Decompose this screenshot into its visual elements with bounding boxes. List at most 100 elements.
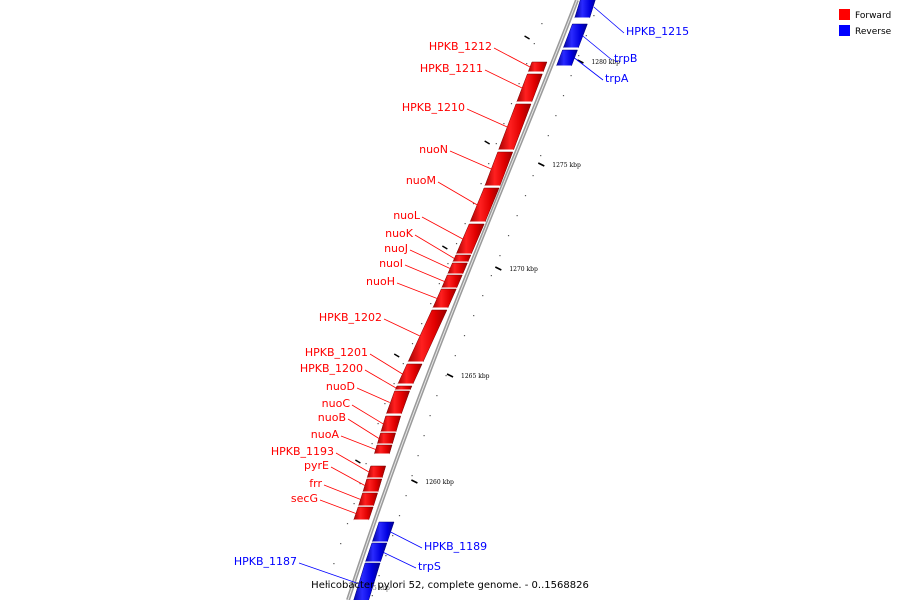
minor-tick (385, 555, 387, 557)
scale-tick (537, 162, 545, 167)
gene-label-HPKB_1189[interactable]: HPKB_1189 (424, 540, 487, 553)
scale-tick-label: 1260 kbp (425, 479, 454, 486)
leader-line (421, 216, 463, 240)
gene-label-frr[interactable]: frr (309, 477, 322, 490)
minor-tick (392, 535, 394, 537)
gene-HPKB_1200[interactable] (394, 385, 413, 391)
gene-HPKB_1193[interactable] (366, 465, 387, 479)
minor-tick (541, 23, 543, 25)
gene-label-secG[interactable]: secG (291, 492, 318, 505)
scale-tick (524, 35, 530, 40)
scale-tick-label: 1275 kbp (552, 162, 581, 169)
leader-line (364, 369, 397, 389)
gene-label-HPKB_1200[interactable]: HPKB_1200 (300, 362, 363, 375)
gene-nuoI[interactable] (441, 274, 463, 289)
minor-tick (482, 295, 484, 297)
leader-line (323, 484, 361, 500)
gene-label-HPKB_1193[interactable]: HPKB_1193 (271, 445, 334, 458)
leader-line (340, 435, 376, 450)
gene-labels: HPKB_1215 trpB trpA HPKB_1212 HPKB_1211 HPKB_… (234, 6, 689, 584)
genome-backbone (346, 0, 579, 600)
gene-frr[interactable] (358, 492, 378, 507)
gene-HPKB_1201[interactable] (397, 363, 423, 385)
gene-label-nuoA[interactable]: nuoA (311, 428, 340, 441)
gene-label-trpA[interactable]: trpA (605, 72, 629, 85)
leader-line (351, 404, 384, 425)
scale-tick (446, 373, 454, 378)
minor-tick (411, 343, 414, 345)
gene-nuoA[interactable] (373, 444, 393, 455)
gene-nuoJ[interactable] (447, 262, 468, 275)
minor-tick (454, 355, 456, 357)
gene-label-pyrE[interactable]: pyrE (304, 459, 329, 472)
leader-line (347, 418, 380, 439)
leader-line (319, 499, 357, 514)
gene-label-HPKB_1211[interactable]: HPKB_1211 (420, 62, 483, 75)
minor-tick (421, 323, 423, 325)
scale-tick-label: 1270 kbp (509, 266, 538, 273)
gene-label-HPKB_1187[interactable]: HPKB_1187 (234, 555, 297, 568)
leader-line (330, 466, 366, 486)
gene-label-nuoI[interactable]: nuoI (379, 257, 403, 270)
genome-caption: Helicobacter pylori 52, complete genome.… (311, 580, 589, 591)
gene-label-nuoJ[interactable]: nuoJ (384, 242, 408, 255)
scale-tick (577, 59, 584, 64)
minor-tick (447, 263, 449, 265)
gene-label-HPKB_1202[interactable]: HPKB_1202 (319, 311, 382, 324)
minor-tick (532, 175, 534, 177)
minor-tick (533, 43, 535, 45)
gene-nuoC[interactable] (380, 415, 402, 433)
minor-tick (393, 383, 395, 385)
leader-line (335, 452, 370, 473)
gene-label-nuoB[interactable]: nuoB (318, 411, 346, 424)
gene-label-nuoC[interactable]: nuoC (322, 397, 351, 410)
leader-line (593, 6, 625, 34)
gene-pyrE[interactable] (362, 478, 383, 493)
minor-tick (411, 475, 413, 477)
gene-HPKB_1212[interactable] (527, 61, 548, 73)
gene-label-nuoD[interactable]: nuoD (326, 380, 355, 393)
gene-label-nuoK[interactable]: nuoK (385, 227, 414, 240)
gene-label-HPKB_1212[interactable]: HPKB_1212 (429, 40, 492, 53)
legend-swatch-forward (839, 9, 850, 20)
leader-line (369, 353, 403, 375)
gene-nuoB[interactable] (376, 432, 396, 445)
minor-tick (445, 375, 447, 377)
gene-nuoK[interactable] (452, 254, 472, 263)
minor-tick (547, 135, 549, 137)
minor-tick (507, 235, 510, 237)
gene-label-trpS[interactable]: trpS (418, 560, 441, 573)
gene-label-HPKB_1210[interactable]: HPKB_1210 (402, 101, 465, 114)
minor-tick (499, 255, 501, 257)
gene-label-nuoN[interactable]: nuoN (419, 143, 448, 156)
gene-label-nuoL[interactable]: nuoL (393, 209, 421, 222)
minor-tick (423, 435, 425, 437)
legend: Forward Reverse (839, 9, 892, 37)
gene-trpA[interactable] (556, 49, 578, 67)
minor-tick (455, 243, 458, 245)
gene-secG[interactable] (353, 506, 374, 521)
minor-tick (429, 415, 431, 417)
minor-tick (585, 35, 587, 37)
gene-label-HPKB_1201[interactable]: HPKB_1201 (305, 346, 368, 359)
gene-label-nuoH[interactable]: nuoH (366, 275, 395, 288)
leader-line (449, 150, 492, 170)
minor-tick (384, 403, 386, 405)
leader-line (383, 318, 421, 337)
minor-tick (503, 123, 505, 125)
leader-line (574, 57, 604, 81)
minor-tick (371, 443, 373, 445)
leader-line (493, 47, 531, 68)
leader-line (466, 108, 508, 128)
gene-nuoD[interactable] (385, 390, 410, 415)
gene-label-HPKB_1215[interactable]: HPKB_1215 (626, 25, 689, 38)
gene-label-nuoM[interactable]: nuoM (406, 174, 436, 187)
leader-line (404, 264, 445, 282)
leader-line (390, 531, 423, 549)
scale-tick (355, 459, 361, 464)
gene-HPKB_1187[interactable] (353, 562, 381, 600)
minor-tick (438, 283, 440, 285)
leader-line (298, 562, 359, 584)
gene-label-trpB[interactable]: trpB (614, 52, 637, 65)
